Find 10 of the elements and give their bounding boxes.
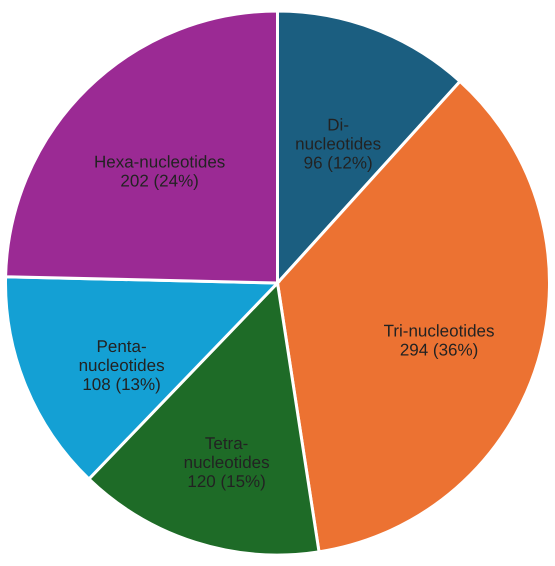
slice-label: Penta- nucleotides (78, 337, 165, 376)
data-label: 96 (12%) (304, 154, 373, 173)
slice-label: Hexa-nucleotides (94, 152, 226, 172)
slice-label: Tri-nucleotides (384, 321, 494, 340)
data-label: 108 (13%) (82, 375, 161, 394)
data-label: 202 (24%) (120, 171, 199, 190)
slice-label: Di- nucleotides (295, 116, 382, 154)
data-label: 120 (15%) (187, 472, 266, 491)
slice-label: Tetra- nucleotides (184, 434, 270, 472)
data-label: 294 (36%) (400, 340, 478, 360)
